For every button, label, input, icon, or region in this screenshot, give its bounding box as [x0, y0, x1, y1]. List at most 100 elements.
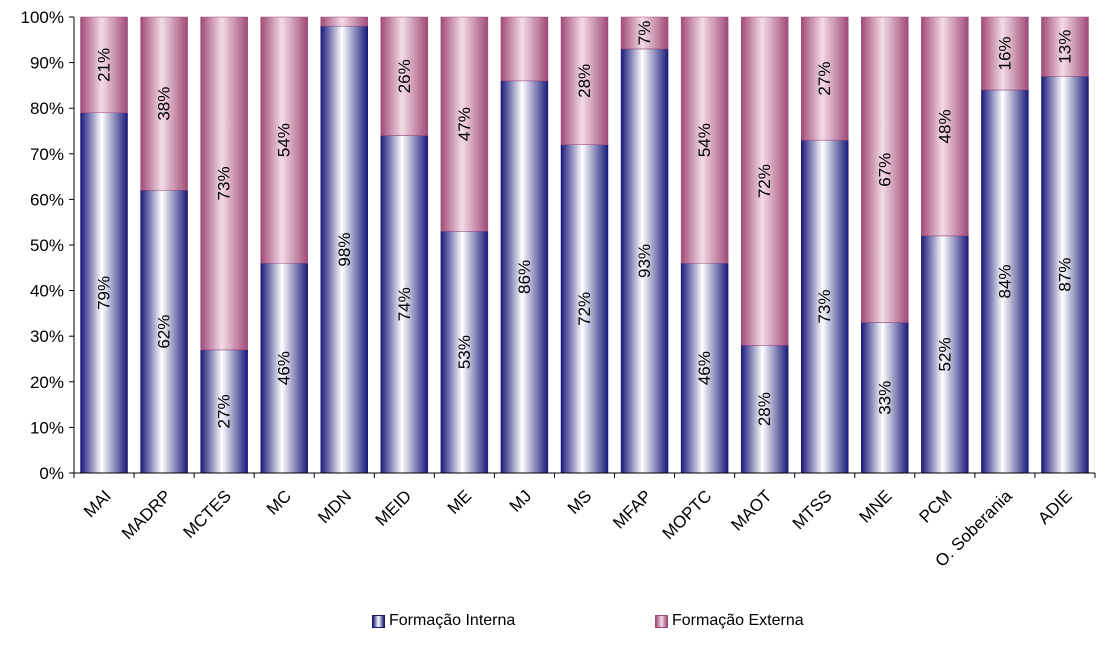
bar-segment-interna: [440, 231, 489, 474]
data-label: 73%: [215, 166, 234, 200]
data-label: 7%: [635, 21, 654, 46]
bar-segment-interna: [500, 80, 549, 474]
data-label: 33%: [875, 381, 894, 415]
x-tick-label: MEID: [372, 486, 415, 529]
y-tick-label: 80%: [30, 99, 64, 118]
data-label: 47%: [455, 107, 474, 141]
bar-segment-interna: [380, 135, 429, 474]
bar-segment-externa: [260, 16, 308, 264]
bar-segment-externa: [981, 16, 1029, 91]
data-label: 26%: [395, 59, 414, 93]
x-tick-label: MOPTC: [659, 486, 716, 543]
x-tick-label: MS: [564, 486, 595, 517]
bars: 79% 21% 62% 38% 27% 73% 46% 54% 98% 74% 26% 53% 47% 8…: [80, 16, 1089, 474]
bar-segment-externa: [200, 16, 248, 351]
data-label: 46%: [275, 351, 294, 385]
bar-segment-interna: [620, 48, 669, 474]
bar-segment-externa: [560, 16, 609, 145]
y-tick-label: 20%: [30, 373, 64, 392]
data-label: 53%: [455, 335, 474, 369]
bar-segment-interna: [560, 144, 609, 474]
x-tick-label: MJ: [506, 486, 535, 515]
data-label: 67%: [875, 153, 894, 187]
data-label: 27%: [815, 62, 834, 96]
x-tick-label: MFAP: [609, 486, 655, 532]
x-tick-label: MAOT: [727, 486, 775, 534]
x-tick-label: ME: [444, 486, 475, 517]
bar-segment-interna: [800, 139, 849, 474]
bar-segment-externa: [680, 16, 729, 264]
bar-segment-externa: [921, 16, 969, 237]
data-label: 21%: [95, 48, 114, 82]
data-label: 52%: [935, 337, 954, 371]
data-label: 38%: [155, 87, 174, 121]
x-tick-label: MCTES: [179, 486, 235, 542]
data-label: 87%: [1055, 258, 1074, 292]
data-label: 73%: [815, 290, 834, 324]
data-label: 93%: [635, 244, 654, 278]
legend: Formação Interna Formação Externa: [0, 612, 1105, 636]
x-tick-label: MDN: [314, 486, 355, 527]
bar-segment-externa: [800, 16, 849, 141]
bar-segment-externa: [620, 16, 669, 50]
x-tick-label: ADIE: [1034, 486, 1075, 527]
bar-segment-externa: [440, 16, 489, 232]
bar-segment-interna: [80, 112, 128, 474]
data-label: 54%: [275, 123, 294, 157]
data-label: 48%: [935, 109, 954, 143]
y-tick-label: 50%: [30, 236, 64, 255]
data-label: 98%: [335, 233, 354, 267]
y-tick-label: 70%: [30, 145, 64, 164]
x-tick-label: MC: [263, 486, 295, 518]
bar-segment-interna: [680, 262, 729, 474]
data-label: 46%: [695, 351, 714, 385]
legend-swatch-interna: [372, 614, 385, 628]
bar-segment-externa: [380, 16, 429, 136]
data-label: 86%: [515, 260, 534, 294]
y-tick-label: 60%: [30, 190, 64, 209]
y-tick-label: 90%: [30, 54, 64, 73]
x-tick-label: MADRP: [118, 486, 175, 543]
y-tick-label: 0%: [39, 464, 64, 483]
data-label: 72%: [755, 164, 774, 198]
data-label: 72%: [575, 292, 594, 326]
data-label: 54%: [695, 123, 714, 157]
x-tick-label: MNE: [855, 486, 895, 526]
data-label: 13%: [1055, 30, 1074, 64]
data-label: 84%: [995, 264, 1014, 298]
data-label: 27%: [215, 394, 234, 428]
bar-segment-interna: [921, 235, 969, 474]
bar-segment-externa: [140, 16, 188, 191]
legend-label-interna: Formação Interna: [389, 612, 516, 629]
data-label: 28%: [575, 64, 594, 98]
data-label: 74%: [395, 287, 414, 321]
bar-segment-externa: [740, 16, 789, 346]
legend-label-externa: Formação Externa: [672, 612, 804, 629]
legend-swatch-externa: [655, 614, 668, 628]
bar-segment-externa: [80, 16, 128, 114]
x-tick-label: PCM: [916, 486, 956, 526]
data-label: 28%: [755, 392, 774, 426]
x-tick-label: MTSS: [789, 486, 836, 533]
bar-segment-interna: [981, 89, 1029, 474]
legend-item-externa: Formação Externa: [655, 612, 804, 630]
x-tick-label: MAI: [80, 486, 115, 521]
y-axis: 0% 10% 20% 30% 40% 50% 60% 70% 80% 90% 100%: [21, 8, 75, 483]
bar-segment-externa: [1041, 16, 1089, 77]
bar-segment-interna: [861, 322, 909, 474]
data-label: 16%: [995, 36, 1014, 70]
x-axis: MAI MADRP MCTES MC MDN MEID ME MJ MS MFAP MOPTC MAO…: [73, 472, 1096, 571]
bar-segment-interna: [200, 349, 248, 474]
bar-segment-externa: [500, 16, 549, 82]
bar-segment-externa: [320, 16, 369, 27]
y-tick-label: 10%: [30, 418, 64, 437]
bar-segment-interna: [260, 262, 308, 474]
data-label: 79%: [95, 276, 114, 310]
bar-segment-externa: [861, 16, 909, 323]
y-tick-label: 100%: [21, 8, 64, 27]
data-label: 62%: [155, 315, 174, 349]
legend-item-interna: Formação Interna: [372, 612, 515, 630]
y-tick-label: 30%: [30, 327, 64, 346]
